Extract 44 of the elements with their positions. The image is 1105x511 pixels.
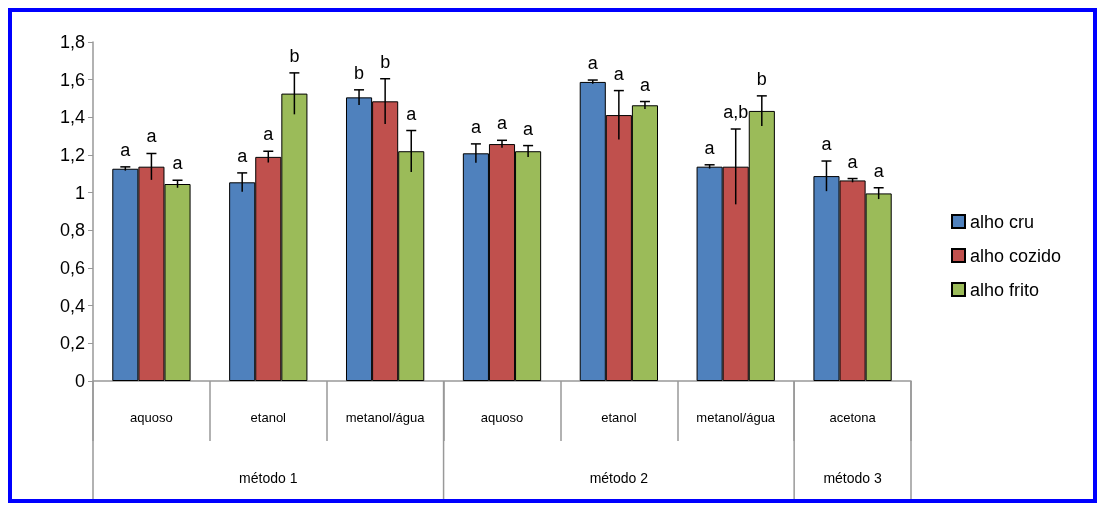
y-tick-label: 0,4 (59, 295, 85, 316)
legend-label: alho frito (970, 279, 1040, 300)
y-tick-label: 0 (74, 371, 85, 391)
x-tick-label: etanol (601, 410, 637, 425)
y-tick-label: 0,8 (59, 220, 85, 241)
data-label: a (639, 74, 651, 95)
data-label: a (263, 124, 275, 145)
x-tick-label: acetona (829, 410, 877, 425)
text: método 3 (823, 470, 882, 486)
data-label: a (873, 160, 885, 181)
x-tick-label: metanol/água (696, 410, 776, 425)
x-tick-label: etanol (250, 410, 287, 425)
y-tick-label: 1,4 (59, 107, 85, 128)
y-tick-label: 1,6 (59, 69, 85, 90)
legend-label: alho cozido (970, 245, 1062, 266)
data-label: a (821, 134, 833, 155)
data-label: a (523, 118, 535, 139)
data-label: b (354, 62, 365, 83)
y-tick-label: 1,8 (59, 32, 85, 52)
data-label: a,b (723, 102, 749, 123)
x-tick-label: aquoso (480, 410, 524, 425)
data-label: a (496, 113, 508, 134)
data-label: b (380, 51, 391, 72)
data-label: a (613, 63, 625, 84)
data-label: a (587, 53, 599, 74)
data-label: a (120, 139, 132, 160)
data-label: a (704, 137, 716, 158)
y-tick-label: 0,2 (59, 333, 85, 354)
y-tick-label: 1,2 (59, 145, 85, 165)
y-tick-label: 1 (74, 182, 85, 203)
data-label: a (146, 126, 158, 147)
y-tick-label: 0,6 (59, 258, 85, 278)
text: método 2 (589, 470, 649, 486)
text: método 1 (239, 470, 298, 486)
x-tick-label: aquoso (130, 410, 173, 425)
data-label: a (237, 145, 249, 166)
data-label: a (172, 153, 184, 174)
data-label: b (756, 68, 767, 89)
data-label: b (289, 45, 300, 66)
legend-label: alho cru (970, 211, 1035, 232)
data-label: a (470, 116, 482, 137)
data-label: a (847, 151, 859, 172)
x-tick-label: metanol/água (345, 410, 426, 425)
data-label: a (406, 103, 418, 124)
